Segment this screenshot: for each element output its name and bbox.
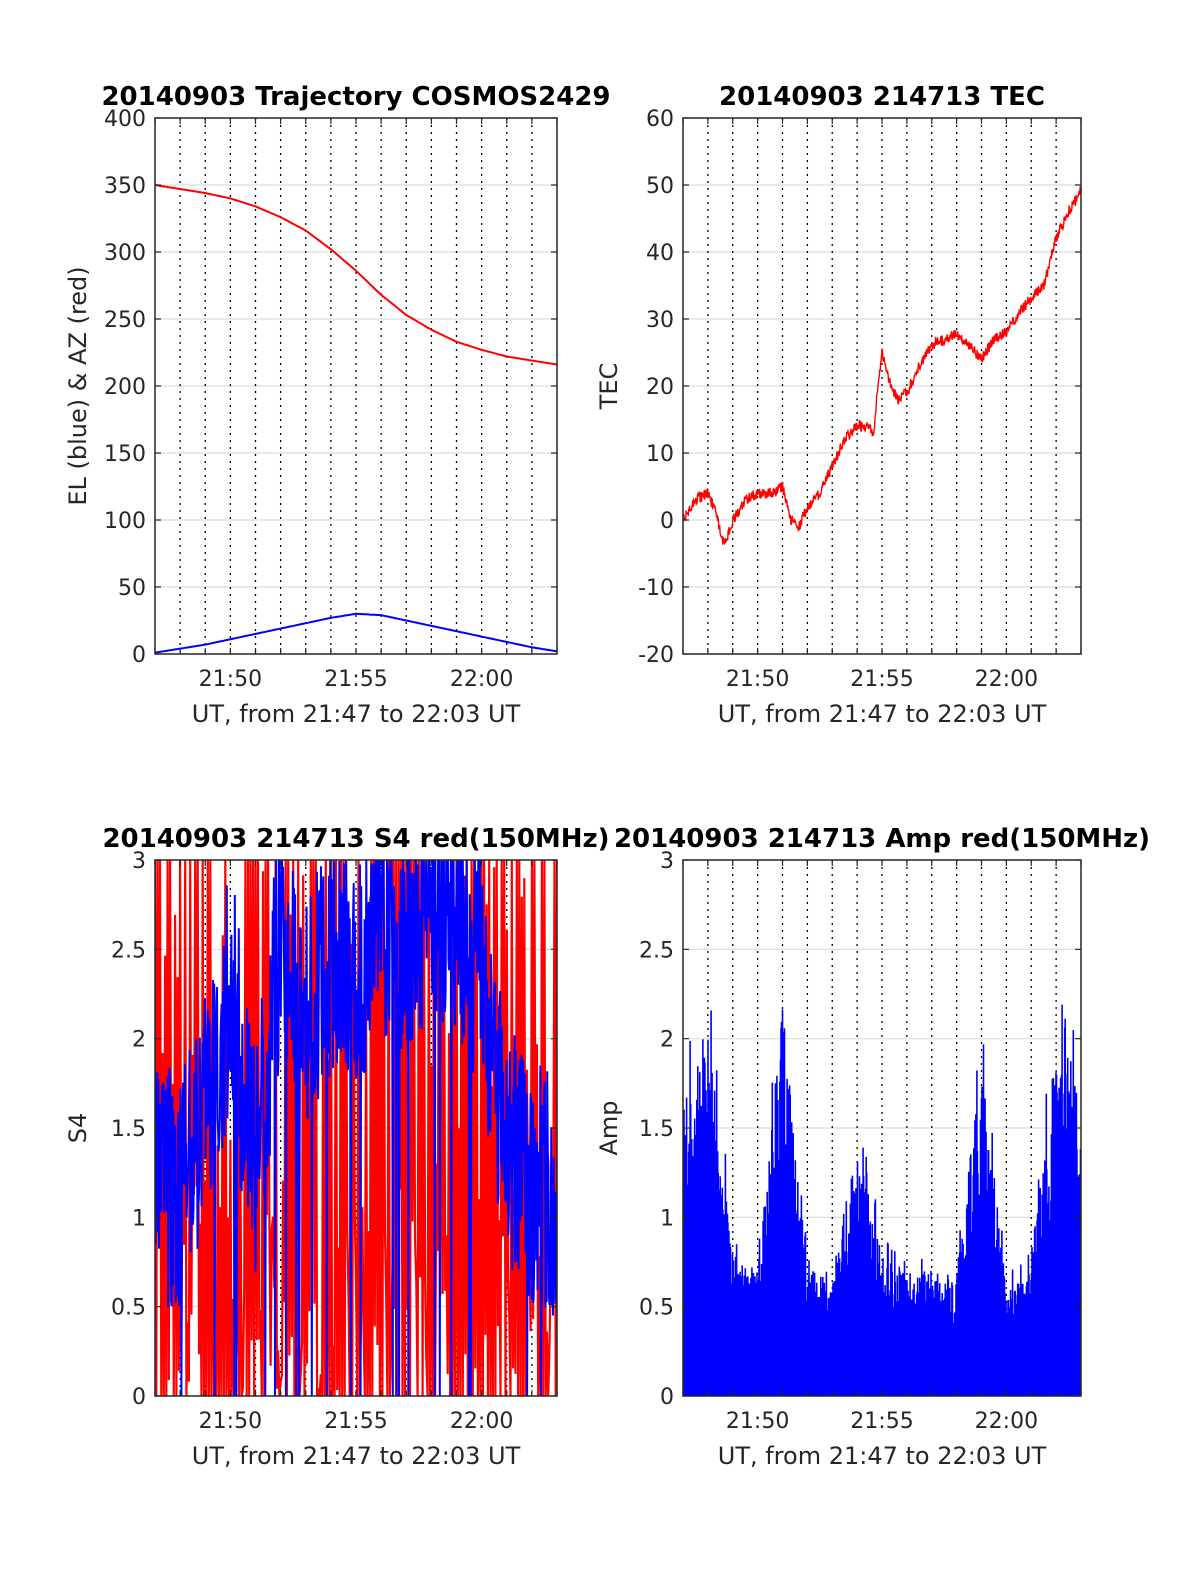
chart-title: 20140903 Trajectory COSMOS2429	[101, 82, 610, 112]
y-tick-label: 3	[660, 849, 674, 874]
x-axis-label: UT, from 21:47 to 22:03 UT	[192, 700, 521, 728]
y-tick-label: 1	[132, 1206, 146, 1231]
y-tick-label: 200	[104, 375, 146, 400]
series-line-0	[155, 184, 557, 366]
y-tick-label: 50	[646, 174, 674, 199]
x-tick-label: 21:50	[199, 667, 262, 692]
series-line-0	[683, 185, 1081, 546]
series-line-1	[155, 612, 557, 654]
series-line-0	[155, 860, 557, 1396]
y-axis-label: Amp	[595, 1100, 623, 1155]
y-tick-label: 60	[646, 107, 674, 132]
y-tick-label: 3	[132, 849, 146, 874]
y-tick-label: -10	[638, 576, 674, 601]
x-tick-label: 21:50	[199, 1409, 262, 1434]
x-axis-label: UT, from 21:47 to 22:03 UT	[718, 700, 1047, 728]
y-tick-label: 250	[104, 308, 146, 333]
chart-title: 20140903 214713 Amp red(150MHz)	[614, 824, 1150, 854]
y-axis-label: EL (blue) & AZ (red)	[64, 266, 92, 505]
y-tick-label: 10	[646, 442, 674, 467]
chart-title: 20140903 214713 TEC	[719, 82, 1045, 112]
y-tick-label: -20	[638, 643, 674, 668]
y-tick-label: 1	[660, 1206, 674, 1231]
y-tick-label: 0	[660, 509, 674, 534]
y-tick-label: 0.5	[111, 1296, 146, 1321]
y-tick-label: 2.5	[639, 938, 674, 963]
y-tick-label: 0	[132, 1385, 146, 1410]
x-axis-label: UT, from 21:47 to 22:03 UT	[192, 1442, 521, 1470]
x-tick-label: 21:55	[850, 1409, 913, 1434]
chart-panel-3: 0 0.5 1 1.5 2 2.5 3 21:50 21:55 22:00 UT, from 21:…	[595, 824, 1150, 1470]
chart-panel-2: 0 0.5 1 1.5 2 2.5 3 21:50 21:55 22:00 UT, from 21:…	[64, 824, 610, 1470]
y-tick-label: 1.5	[111, 1117, 146, 1142]
y-tick-label: 100	[104, 509, 146, 534]
y-axis-label: TEC	[595, 363, 623, 411]
y-tick-label: 2.5	[111, 938, 146, 963]
y-tick-label: 2	[132, 1028, 146, 1053]
x-tick-label: 22:00	[450, 667, 513, 692]
y-tick-label: 30	[646, 308, 674, 333]
y-tick-label: 0.5	[639, 1296, 674, 1321]
y-tick-label: 20	[646, 375, 674, 400]
y-tick-label: 0	[660, 1385, 674, 1410]
series-group	[683, 185, 1081, 546]
chart-panel-1: -20 -10 0 10 20 30 40 50 60 21:50 21:55 22:00 UT, fr…	[595, 82, 1082, 728]
x-tick-label: 21:55	[850, 667, 913, 692]
x-tick-label: 21:55	[324, 667, 387, 692]
chart-panel-0: 0 50 100 150 200 250 300 350 400 21:50 21:55 22:00 U…	[64, 82, 611, 728]
y-tick-label: 400	[104, 107, 146, 132]
series-bars-0	[683, 1004, 1081, 1396]
series-group	[683, 1004, 1081, 1396]
x-tick-label: 22:00	[975, 1409, 1038, 1434]
y-tick-label: 1.5	[639, 1117, 674, 1142]
x-tick-label: 21:50	[726, 667, 789, 692]
x-tick-label: 22:00	[975, 667, 1038, 692]
y-tick-label: 300	[104, 241, 146, 266]
y-tick-label: 350	[104, 174, 146, 199]
y-tick-label: 40	[646, 241, 674, 266]
x-tick-label: 22:00	[450, 1409, 513, 1434]
y-tick-label: 0	[132, 643, 146, 668]
x-tick-label: 21:50	[726, 1409, 789, 1434]
x-axis-label: UT, from 21:47 to 22:03 UT	[718, 1442, 1047, 1470]
x-tick-label: 21:55	[324, 1409, 387, 1434]
y-tick-label: 50	[118, 576, 146, 601]
series-group	[155, 184, 557, 654]
series-line-1	[155, 860, 557, 1396]
y-axis-label: S4	[64, 1113, 92, 1144]
y-tick-label: 150	[104, 442, 146, 467]
y-tick-label: 2	[660, 1028, 674, 1053]
chart-title: 20140903 214713 S4 red(150MHz)	[102, 824, 609, 854]
series-group	[155, 860, 557, 1396]
